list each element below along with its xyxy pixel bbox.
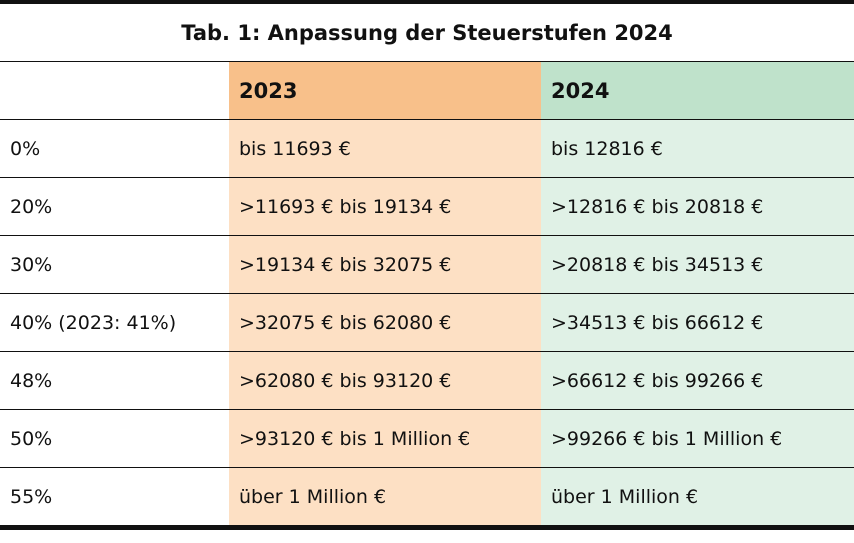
- table-row: 50% >93120 € bis 1 Million € >99266 € bi…: [0, 410, 854, 468]
- rate-cell: 50%: [10, 427, 53, 450]
- table-row: 40% (2023: 41%) >32075 € bis 62080 € >34…: [0, 294, 854, 352]
- table-row: 48% >62080 € bis 93120 € >66612 € bis 99…: [0, 352, 854, 410]
- bracket-2024-cell: >99266 € bis 1 Million €: [541, 410, 854, 467]
- rate-cell: 30%: [10, 253, 53, 276]
- table-row: 55% über 1 Million € über 1 Million €: [0, 468, 854, 526]
- rate-cell: 55%: [10, 486, 53, 508]
- header-row: 2023 2024: [0, 62, 854, 120]
- bracket-2023-cell: >32075 € bis 62080 €: [229, 294, 541, 351]
- bracket-2023-cell: >93120 € bis 1 Million €: [229, 410, 541, 467]
- bracket-2024-cell: >12816 € bis 20818 €: [541, 178, 854, 235]
- bracket-2024-cell: >20818 € bis 34513 €: [541, 236, 854, 293]
- rate-cell: 20%: [10, 195, 53, 218]
- rate-cell: 40% (2023: 41%): [10, 311, 177, 334]
- table-row: 20% >11693 € bis 19134 € >12816 € bis 20…: [0, 178, 854, 236]
- bracket-2023-cell: über 1 Million €: [229, 468, 541, 526]
- table-grid: 2023 2024 0% bis 11693 € bis 12816 € 20%…: [0, 62, 854, 526]
- bracket-2024-cell: >34513 € bis 66612 €: [541, 294, 854, 351]
- bottom-rule: [0, 525, 854, 530]
- bracket-2023-cell: >62080 € bis 93120 €: [229, 352, 541, 409]
- table-row: 0% bis 11693 € bis 12816 €: [0, 120, 854, 178]
- table-title: Tab. 1: Anpassung der Steuerstufen 2024: [0, 4, 854, 62]
- bracket-2023-cell: >11693 € bis 19134 €: [229, 178, 541, 235]
- rate-cell: 48%: [10, 369, 53, 392]
- top-rule: [0, 0, 854, 4]
- bracket-2024-cell: >66612 € bis 99266 €: [541, 352, 854, 409]
- header-2023: 2023: [229, 62, 541, 119]
- header-2024: 2024: [541, 62, 854, 119]
- bracket-2024-cell: über 1 Million €: [541, 468, 854, 526]
- bracket-2023-cell: >19134 € bis 32075 €: [229, 236, 541, 293]
- table-row: 30% >19134 € bis 32075 € >20818 € bis 34…: [0, 236, 854, 294]
- header-rate: [0, 62, 229, 119]
- bracket-2023-cell: bis 11693 €: [229, 120, 541, 177]
- bracket-2024-cell: bis 12816 €: [541, 120, 854, 177]
- rate-cell: 0%: [10, 137, 41, 160]
